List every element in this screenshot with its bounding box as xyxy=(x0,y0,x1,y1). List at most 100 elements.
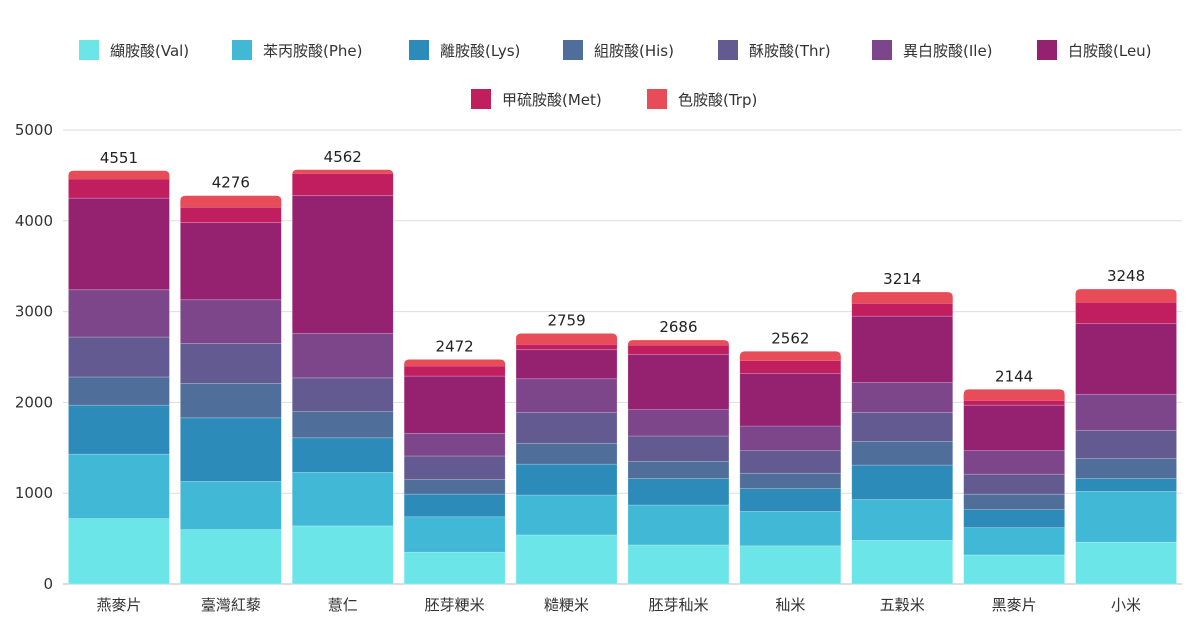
bar-segment[interactable] xyxy=(1075,430,1177,459)
bar-segment[interactable] xyxy=(1075,541,1177,585)
bar-stack[interactable] xyxy=(515,333,618,585)
bar-segment[interactable] xyxy=(739,425,842,451)
bar-segment[interactable] xyxy=(292,169,394,175)
bar-segment[interactable] xyxy=(180,481,282,530)
bar-segment[interactable] xyxy=(68,197,170,291)
bar-segment[interactable] xyxy=(963,400,1065,406)
bar-stack[interactable] xyxy=(627,340,730,585)
bar-segment[interactable] xyxy=(963,493,1065,510)
bar-segment[interactable] xyxy=(68,518,170,585)
legend-item[interactable]: 纈胺酸(Val) xyxy=(79,40,189,60)
bar-segment[interactable] xyxy=(1075,323,1177,395)
bar-stack[interactable] xyxy=(851,292,954,585)
bar-segment[interactable] xyxy=(851,441,954,466)
bar-segment[interactable] xyxy=(851,464,954,500)
bar-segment[interactable] xyxy=(851,303,954,317)
bar-segment[interactable] xyxy=(180,206,282,223)
bar-segment[interactable] xyxy=(739,450,842,474)
bar-segment[interactable] xyxy=(515,534,618,585)
bar-segment[interactable] xyxy=(515,349,618,380)
bar-segment[interactable] xyxy=(627,340,729,346)
bar-segment[interactable] xyxy=(180,299,282,344)
bar-segment[interactable] xyxy=(291,333,394,379)
legend-item[interactable]: 白胺酸(Leu) xyxy=(1037,40,1152,60)
bar-segment[interactable] xyxy=(515,463,618,496)
bar-segment[interactable] xyxy=(68,376,170,406)
bar-segment[interactable] xyxy=(627,435,730,462)
bar-segment[interactable] xyxy=(739,472,842,489)
bar-segment[interactable] xyxy=(291,472,394,527)
bar-segment[interactable] xyxy=(291,195,394,334)
bar-segment[interactable] xyxy=(1075,302,1177,324)
bar-segment[interactable] xyxy=(180,343,282,384)
bar-segment[interactable] xyxy=(739,351,841,361)
bar-segment[interactable] xyxy=(963,389,1065,401)
bar-segment[interactable] xyxy=(963,404,1065,451)
bar-segment[interactable] xyxy=(515,494,618,536)
bar-segment[interactable] xyxy=(739,511,842,547)
bar-segment[interactable] xyxy=(403,493,506,518)
bar-segment[interactable] xyxy=(1075,393,1177,431)
bar-segment[interactable] xyxy=(851,382,954,413)
bar-segment[interactable] xyxy=(627,409,730,437)
bar-stack[interactable] xyxy=(180,195,282,585)
bar-segment[interactable] xyxy=(68,336,170,378)
bar-segment[interactable] xyxy=(851,540,954,585)
bar-segment[interactable] xyxy=(739,545,842,585)
bar-segment[interactable] xyxy=(963,473,1065,495)
bar-segment[interactable] xyxy=(291,377,394,412)
bar-segment[interactable] xyxy=(404,359,506,367)
bar-segment[interactable] xyxy=(1075,491,1177,543)
bar-segment[interactable] xyxy=(180,222,282,301)
bar-stack[interactable] xyxy=(1075,289,1177,585)
bar-segment[interactable] xyxy=(739,488,842,512)
bar-segment[interactable] xyxy=(291,411,394,439)
bar-segment[interactable] xyxy=(291,525,394,585)
legend-item[interactable]: 組胺酸(His) xyxy=(563,40,674,60)
bar-segment[interactable] xyxy=(515,442,618,465)
bar-segment[interactable] xyxy=(403,516,506,553)
bar-segment[interactable] xyxy=(627,504,730,546)
bar-stack[interactable] xyxy=(68,170,170,585)
bar-segment[interactable] xyxy=(1075,478,1177,492)
bar-segment[interactable] xyxy=(739,373,842,427)
bar-segment[interactable] xyxy=(68,178,170,199)
legend-item[interactable]: 離胺酸(Lys) xyxy=(409,40,520,60)
bar-segment[interactable] xyxy=(403,479,506,495)
bar-segment[interactable] xyxy=(963,509,1065,529)
bar-stack[interactable] xyxy=(963,389,1065,585)
bar-segment[interactable] xyxy=(851,499,954,541)
bar-segment[interactable] xyxy=(627,478,730,506)
bar-segment[interactable] xyxy=(291,437,394,473)
bar-segment[interactable] xyxy=(68,404,170,455)
bar-segment[interactable] xyxy=(1075,289,1177,303)
bar-stack[interactable] xyxy=(403,359,506,585)
bar-segment[interactable] xyxy=(627,544,730,585)
bar-segment[interactable] xyxy=(963,527,1065,556)
bar-segment[interactable] xyxy=(851,315,954,383)
bar-segment[interactable] xyxy=(851,412,954,442)
bar-stack[interactable] xyxy=(291,169,394,585)
legend-item[interactable]: 異白胺酸(Ile) xyxy=(872,40,993,60)
bar-segment[interactable] xyxy=(851,292,953,304)
bar-segment[interactable] xyxy=(68,289,170,338)
bar-stack[interactable] xyxy=(739,351,842,585)
bar-segment[interactable] xyxy=(403,455,506,480)
bar-segment[interactable] xyxy=(963,450,1065,475)
bar-segment[interactable] xyxy=(291,173,394,196)
legend-item[interactable]: 色胺酸(Trp) xyxy=(647,89,757,109)
legend-item[interactable]: 苯丙胺酸(Phe) xyxy=(232,40,363,60)
bar-segment[interactable] xyxy=(515,343,618,351)
bar-segment[interactable] xyxy=(515,378,618,413)
bar-segment[interactable] xyxy=(403,551,506,585)
bar-segment[interactable] xyxy=(180,383,282,419)
bar-segment[interactable] xyxy=(627,353,730,410)
bar-segment[interactable] xyxy=(627,344,730,355)
bar-segment[interactable] xyxy=(515,412,618,444)
bar-segment[interactable] xyxy=(68,170,170,180)
bar-segment[interactable] xyxy=(516,333,618,345)
bar-segment[interactable] xyxy=(963,554,1065,585)
legend-item[interactable]: 甲硫胺酸(Met) xyxy=(471,89,602,109)
bar-segment[interactable] xyxy=(1075,458,1177,479)
bar-segment[interactable] xyxy=(627,461,730,479)
